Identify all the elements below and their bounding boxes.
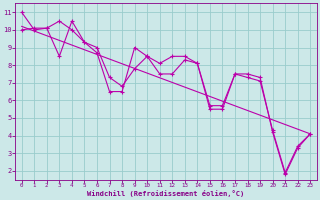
X-axis label: Windchill (Refroidissement éolien,°C): Windchill (Refroidissement éolien,°C) bbox=[87, 190, 244, 197]
